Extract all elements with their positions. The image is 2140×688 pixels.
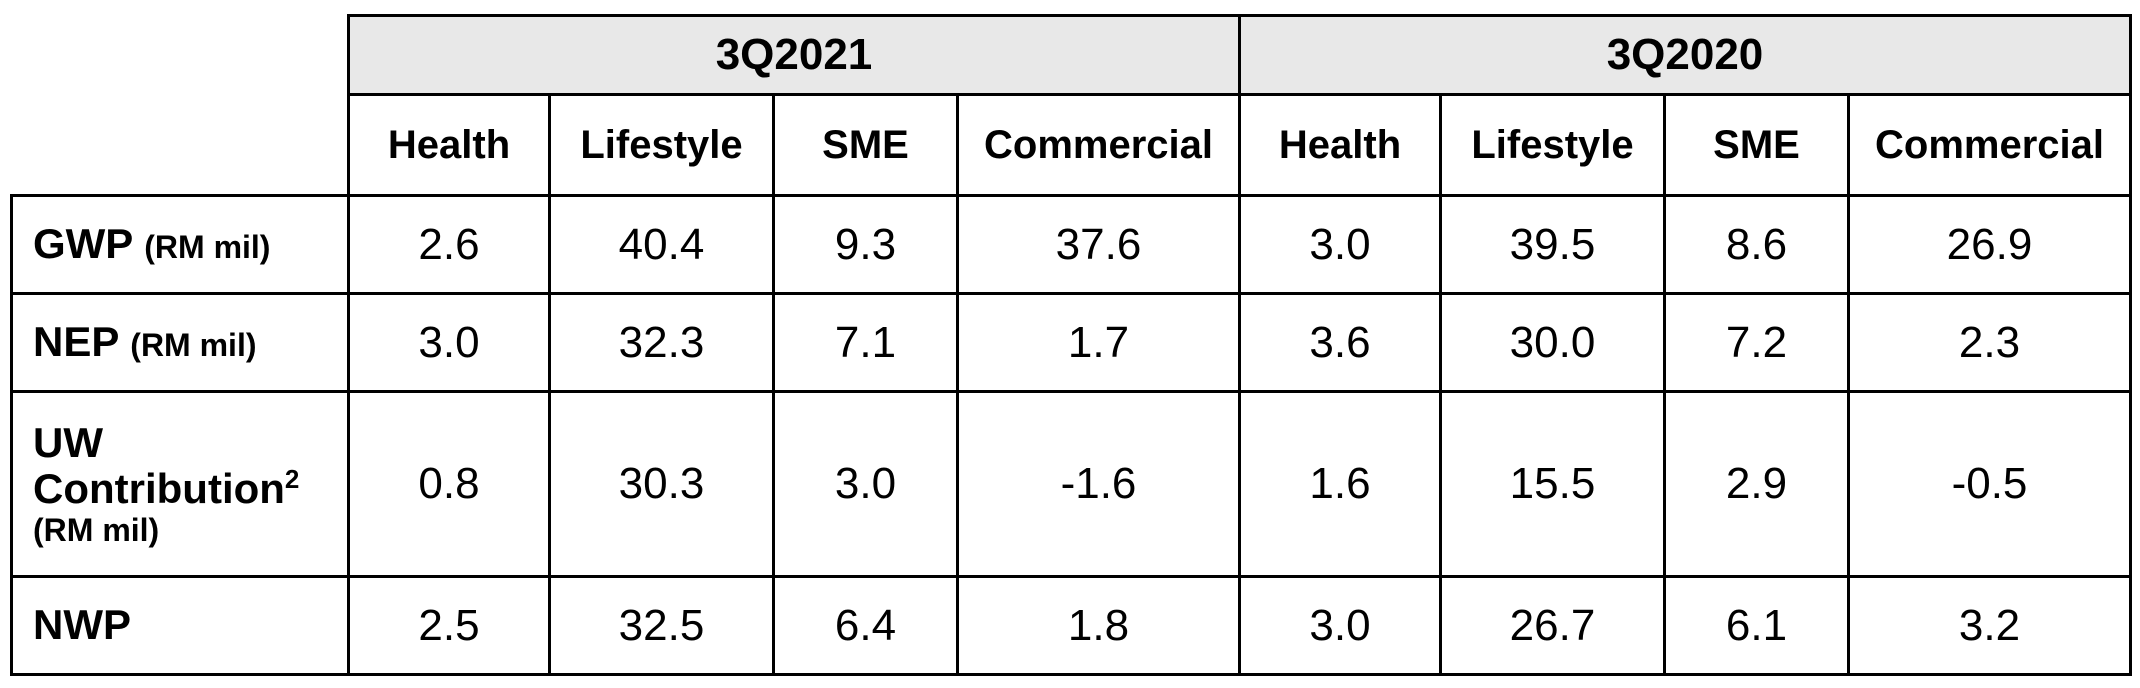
corner-blank-cell bbox=[11, 15, 350, 197]
row-label-gwp: GWP (RM mil) bbox=[10, 194, 350, 295]
value-cell-gwp-4: 3.0 bbox=[1238, 194, 1442, 295]
group-header-3q2020: 3Q2020 bbox=[1238, 14, 2132, 96]
value-cell-gwp-0: 2.6 bbox=[347, 194, 551, 295]
column-header-3q2021-sme: SME bbox=[772, 93, 959, 197]
value-cell-nep-5: 30.0 bbox=[1439, 292, 1666, 393]
value-cell-uw-contribution-1: 30.3 bbox=[548, 390, 775, 578]
row-unit-uw-contribution: (RM mil) bbox=[33, 511, 160, 548]
value-cell-nwp-2: 6.4 bbox=[772, 575, 959, 676]
column-header-3q2021-commercial: Commercial bbox=[956, 93, 1241, 197]
value-cell-nep-1: 32.3 bbox=[548, 292, 775, 393]
column-header-3q2020-sme: SME bbox=[1663, 93, 1850, 197]
column-header-row: Health Lifestyle SME Commercial Health Lifest… bbox=[12, 93, 2132, 197]
group-header-3q2021: 3Q2021 bbox=[347, 14, 1241, 96]
value-cell-uw-contribution-0: 0.8 bbox=[347, 390, 551, 578]
table-row-gwp: GWP (RM mil) 2.6 40.4 9.3 37.6 3.0 39.5 8.6 26.… bbox=[10, 194, 2132, 295]
value-cell-nep-6: 7.2 bbox=[1663, 292, 1850, 393]
column-header-3q2020-health: Health bbox=[1238, 93, 1442, 197]
value-cell-gwp-1: 40.4 bbox=[548, 194, 775, 295]
table-row-nwp: NWP 2.5 32.5 6.4 1.8 3.0 26.7 6.1 3.2 bbox=[10, 575, 2132, 676]
value-cell-nwp-4: 3.0 bbox=[1238, 575, 1442, 676]
row-label-nep-text: NEP bbox=[33, 318, 119, 366]
value-cell-nwp-3: 1.8 bbox=[956, 575, 1241, 676]
row-label-gwp-text: GWP bbox=[33, 220, 133, 268]
value-cell-nep-7: 2.3 bbox=[1847, 292, 2132, 393]
value-cell-uw-contribution-5: 15.5 bbox=[1439, 390, 1666, 578]
row-label-uw-line2-wrap: Contribution2 bbox=[33, 466, 347, 512]
table-row-uw-contribution: UW Contribution2 (RM mil) 0.8 30.3 3.0 -1.6… bbox=[10, 390, 2132, 578]
value-cell-uw-contribution-3: -1.6 bbox=[956, 390, 1241, 578]
value-cell-nwp-7: 3.2 bbox=[1847, 575, 2132, 676]
column-header-3q2020-lifestyle: Lifestyle bbox=[1439, 93, 1666, 197]
value-cell-uw-contribution-2: 3.0 bbox=[772, 390, 959, 578]
value-cell-nwp-6: 6.1 bbox=[1663, 575, 1850, 676]
value-cell-gwp-7: 26.9 bbox=[1847, 194, 2132, 295]
value-cell-uw-contribution-6: 2.9 bbox=[1663, 390, 1850, 578]
value-cell-gwp-2: 9.3 bbox=[772, 194, 959, 295]
table-row-nep: NEP (RM mil) 3.0 32.3 7.1 1.7 3.6 30.0 7.2 2.3 bbox=[10, 292, 2132, 393]
value-cell-gwp-6: 8.6 bbox=[1663, 194, 1850, 295]
value-cell-nep-3: 1.7 bbox=[956, 292, 1241, 393]
row-label-nep: NEP (RM mil) bbox=[10, 292, 350, 393]
value-cell-nwp-0: 2.5 bbox=[347, 575, 551, 676]
value-cell-gwp-3: 37.6 bbox=[956, 194, 1241, 295]
footnote-marker: 2 bbox=[284, 464, 300, 495]
row-label-nwp: NWP bbox=[10, 575, 350, 676]
row-label-uw-line1: UW bbox=[33, 419, 103, 467]
row-label-uw-contribution: UW Contribution2 (RM mil) bbox=[10, 390, 350, 578]
segment-results-table: 3Q2021 3Q2020 Health Lifestyle SME Commerci… bbox=[10, 14, 2132, 676]
value-cell-nep-0: 3.0 bbox=[347, 292, 551, 393]
row-label-nwp-text: NWP bbox=[33, 601, 131, 649]
value-cell-nep-2: 7.1 bbox=[772, 292, 959, 393]
column-header-3q2021-health: Health bbox=[347, 93, 551, 197]
value-cell-uw-contribution-7: -0.5 bbox=[1847, 390, 2132, 578]
value-cell-gwp-5: 39.5 bbox=[1439, 194, 1666, 295]
value-cell-uw-contribution-4: 1.6 bbox=[1238, 390, 1442, 578]
column-header-3q2020-commercial: Commercial bbox=[1847, 93, 2132, 197]
row-unit-nep: (RM mil) bbox=[130, 327, 257, 364]
value-cell-nwp-5: 26.7 bbox=[1439, 575, 1666, 676]
row-unit-gwp: (RM mil) bbox=[144, 229, 271, 266]
column-header-3q2021-lifestyle: Lifestyle bbox=[548, 93, 775, 197]
value-cell-nep-4: 3.6 bbox=[1238, 292, 1442, 393]
value-cell-nwp-1: 32.5 bbox=[548, 575, 775, 676]
row-label-uw-line2: Contribution bbox=[33, 465, 285, 513]
